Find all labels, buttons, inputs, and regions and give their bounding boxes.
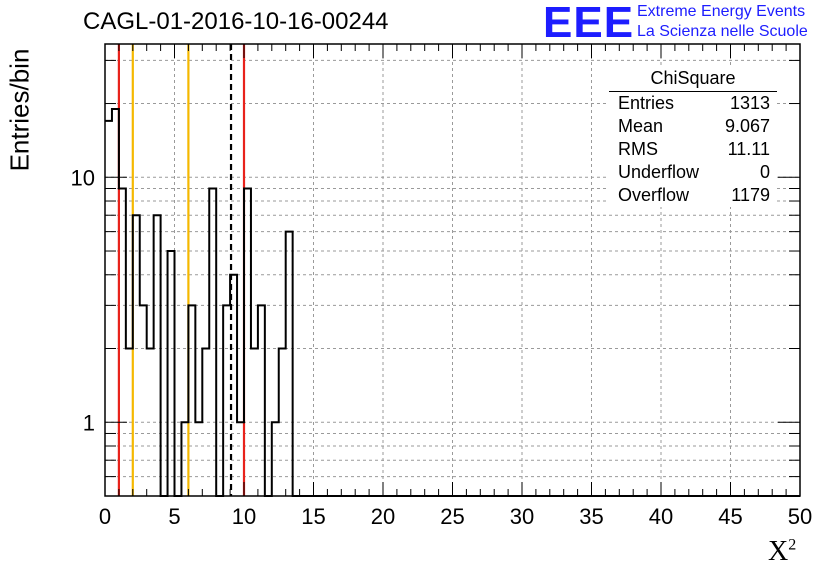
stats-label: RMS [618, 139, 658, 159]
histogram-bin [140, 305, 147, 496]
logo-text-line2: La Scienza nelle Scuole [637, 23, 808, 40]
stats-row-mean: Mean 9.067 [609, 115, 777, 138]
x-tick-label: 15 [301, 504, 325, 529]
plot-title: CAGL-01-2016-10-16-00244 [83, 8, 389, 35]
x-tick-label: 5 [168, 504, 180, 529]
stats-label: Mean [618, 116, 664, 136]
y-axis-label: Entries/bin [4, 48, 35, 172]
histogram-bin [154, 215, 161, 496]
stats-label: Entries [618, 93, 675, 113]
x-tick-label: 35 [579, 504, 603, 529]
stats-label: Underflow [618, 162, 700, 182]
stats-panel: ChiSquare Entries 1313 Mean 9.067 RMS 11.11 Un… [609, 68, 777, 207]
grid-lines [105, 44, 800, 497]
x-tick-label: 0 [99, 504, 111, 529]
histogram-bin [168, 251, 175, 496]
tick-labels: 0 5 10 15 20 25 30 35 40 45 50 1 10 [71, 165, 813, 529]
stats-row-rms: RMS 11.11 [609, 138, 777, 161]
x-tick-label: 50 [788, 504, 812, 529]
stats-rows: Entries 1313 Mean 9.067 RMS 11.11 Underflow 0 Ov… [609, 92, 777, 207]
stats-title: ChiSquare [609, 68, 777, 92]
stats-label: Overflow [618, 185, 690, 205]
stats-value: 1313 [729, 93, 770, 113]
x-tick-label: 30 [510, 504, 534, 529]
x-axis-label: X2 [768, 536, 797, 567]
stats-row-underflow: Underflow 0 [609, 161, 777, 184]
stats-value: 1179 [731, 185, 770, 205]
x-tick-label: 25 [440, 504, 464, 529]
histogram-bin [209, 188, 216, 496]
stats-value: 11.11 [727, 139, 770, 159]
stats-value: 0 [759, 162, 770, 182]
axis-ticks [104, 44, 801, 497]
y-tick-label: 1 [83, 410, 95, 435]
stats-row-overflow: Overflow 1179 [609, 184, 777, 207]
x-tick-label: 40 [649, 504, 673, 529]
histogram-bin [286, 232, 293, 496]
x-tick-label: 10 [232, 504, 256, 529]
logo-text-line1: Extreme Energy Events [637, 3, 806, 20]
histogram-bin [223, 305, 230, 496]
y-tick-label: 10 [71, 165, 95, 190]
stats-value: 9.067 [724, 116, 770, 136]
histogram-bin [258, 305, 265, 496]
x-tick-label: 45 [718, 504, 742, 529]
eee-logo: EEE [543, 0, 635, 47]
stats-row-entries: Entries 1313 [609, 92, 777, 115]
x-tick-label: 20 [371, 504, 395, 529]
